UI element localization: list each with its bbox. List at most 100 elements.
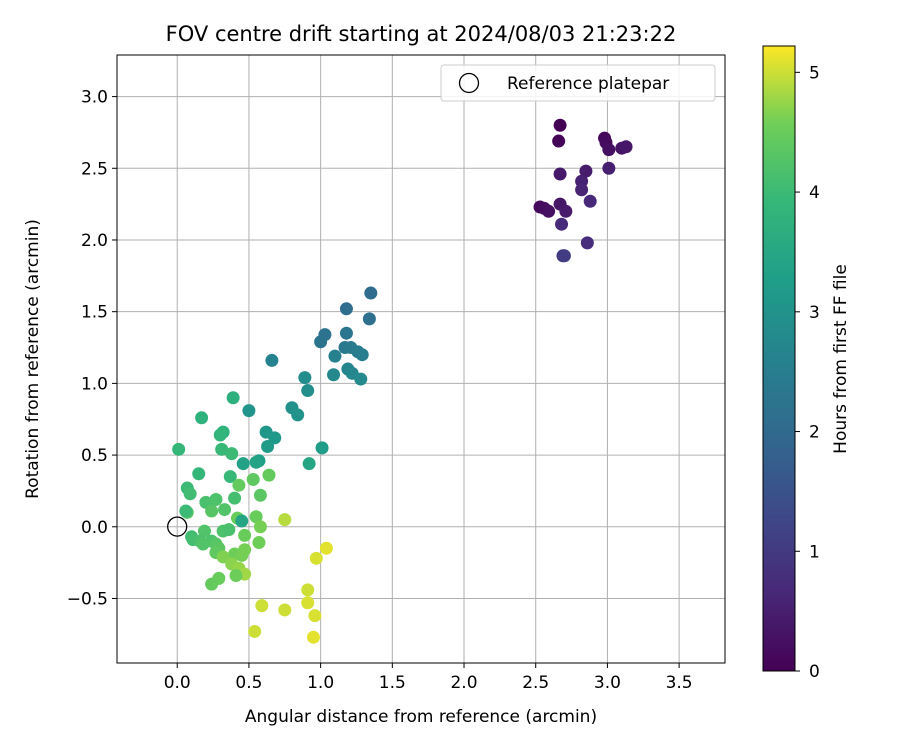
scatter-point <box>192 467 206 481</box>
x-tick-label: 2.0 <box>450 673 477 693</box>
scatter-point <box>553 118 567 132</box>
scatter-point <box>249 455 263 469</box>
colorbar-tick-label: 0 <box>809 662 820 682</box>
scatter-point <box>226 391 240 405</box>
colorbar: 0 1 2 3 4 5 Hours from first FF file <box>762 45 851 682</box>
colorbar-ticks: 0 1 2 3 4 5 <box>795 63 820 682</box>
scatter-point <box>291 408 305 422</box>
colorbar-tick-label: 3 <box>809 303 820 323</box>
scatter-point <box>298 371 312 385</box>
scatter-point <box>542 204 556 218</box>
scatter-point <box>222 523 236 537</box>
legend-marker-icon <box>458 72 480 94</box>
x-tick-label: 0.0 <box>164 673 191 693</box>
scatter-point <box>205 577 219 591</box>
x-tick-label: 3.5 <box>666 673 693 693</box>
colorbar-tick-label: 5 <box>809 63 820 83</box>
scatter-point <box>339 326 353 340</box>
scatter-point <box>328 349 342 363</box>
scatter-point <box>355 348 369 362</box>
y-tick-label: 2.0 <box>81 231 108 251</box>
scatter-point <box>557 249 571 263</box>
scatter-point <box>238 528 252 542</box>
plot-frame <box>116 54 726 664</box>
scatter-point <box>580 236 594 250</box>
scatter-point <box>602 161 616 175</box>
scatter-point <box>235 514 249 528</box>
scatter-point <box>559 204 573 218</box>
scatter-point <box>314 335 328 349</box>
legend-box <box>440 64 716 102</box>
scatter-point <box>552 134 566 148</box>
colorbar-gradient <box>762 45 796 672</box>
scatter-point <box>278 513 292 527</box>
scatter-point <box>213 428 227 442</box>
scatter-point <box>364 286 378 300</box>
x-tick-label: 1.0 <box>307 673 334 693</box>
y-tick-label: −0.5 <box>67 589 108 609</box>
scatter-point <box>302 457 316 471</box>
scatter-point <box>268 431 282 445</box>
scatter-point <box>354 372 368 386</box>
scatter-point <box>315 441 329 455</box>
legend: Reference platepar <box>440 64 716 102</box>
x-axis-ticks: 0.0 0.5 1.0 1.5 2.0 2.5 3.0 3.5 <box>164 663 693 693</box>
scatter-point <box>179 504 193 518</box>
scatter-point <box>255 599 269 613</box>
y-tick-label: 2.5 <box>81 159 108 179</box>
scatter-point <box>216 550 230 564</box>
scatter-point <box>232 478 246 492</box>
scatter-point <box>197 524 211 538</box>
scatter-point <box>301 583 315 597</box>
scatter-point <box>619 140 633 154</box>
colorbar-tick-label: 1 <box>809 542 820 562</box>
scatter-point <box>602 143 616 157</box>
scatter-point <box>278 603 292 617</box>
colorbar-tick-label: 4 <box>809 183 820 203</box>
scatter-point <box>172 442 186 456</box>
scatter-point <box>253 488 267 502</box>
scatter-point <box>308 609 322 623</box>
y-tick-label: 1.0 <box>81 374 108 394</box>
scatter-point <box>183 487 197 501</box>
y-tick-label: 1.5 <box>81 303 108 323</box>
scatter-point <box>248 624 262 638</box>
scatter-point <box>249 510 263 524</box>
scatter-point <box>319 541 333 555</box>
reference-platepar-marker <box>167 516 188 537</box>
x-tick-label: 2.5 <box>522 673 549 693</box>
x-tick-label: 3.0 <box>594 673 621 693</box>
scatter-point <box>205 504 219 518</box>
scatter-point <box>362 312 376 326</box>
scatter-point <box>225 447 239 461</box>
scatter-point <box>575 183 589 197</box>
x-tick-label: 0.5 <box>235 673 262 693</box>
x-axis-label: Angular distance from reference (arcmin) <box>245 707 597 727</box>
scatter-point <box>301 384 315 398</box>
y-tick-label: 3.0 <box>81 88 108 108</box>
scatter-points <box>172 118 633 644</box>
scatter-point <box>555 217 569 231</box>
scatter-point <box>253 520 267 534</box>
x-tick-label: 1.5 <box>379 673 406 693</box>
scatter-point <box>265 353 279 367</box>
scatter-point <box>301 596 315 610</box>
scatter-point <box>339 302 353 316</box>
y-tick-label: 0.0 <box>81 518 108 538</box>
chart-title: FOV centre drift starting at 2024/08/03 … <box>166 22 677 46</box>
scatter-point <box>242 404 256 418</box>
colorbar-label: Hours from first FF file <box>831 264 851 454</box>
scatter-point <box>236 457 250 471</box>
colorbar-tick-label: 2 <box>809 423 820 443</box>
scatter-point <box>261 439 275 453</box>
y-tick-label: 0.5 <box>81 446 108 466</box>
grid-lines <box>117 55 725 663</box>
y-axis-label: Rotation from reference (arcmin) <box>23 219 43 499</box>
scatter-point <box>262 468 276 482</box>
scatter-point <box>309 551 323 565</box>
scatter-point <box>579 164 593 178</box>
scatter-point <box>327 368 341 382</box>
scatter-point <box>209 493 223 507</box>
scatter-point <box>583 194 597 208</box>
